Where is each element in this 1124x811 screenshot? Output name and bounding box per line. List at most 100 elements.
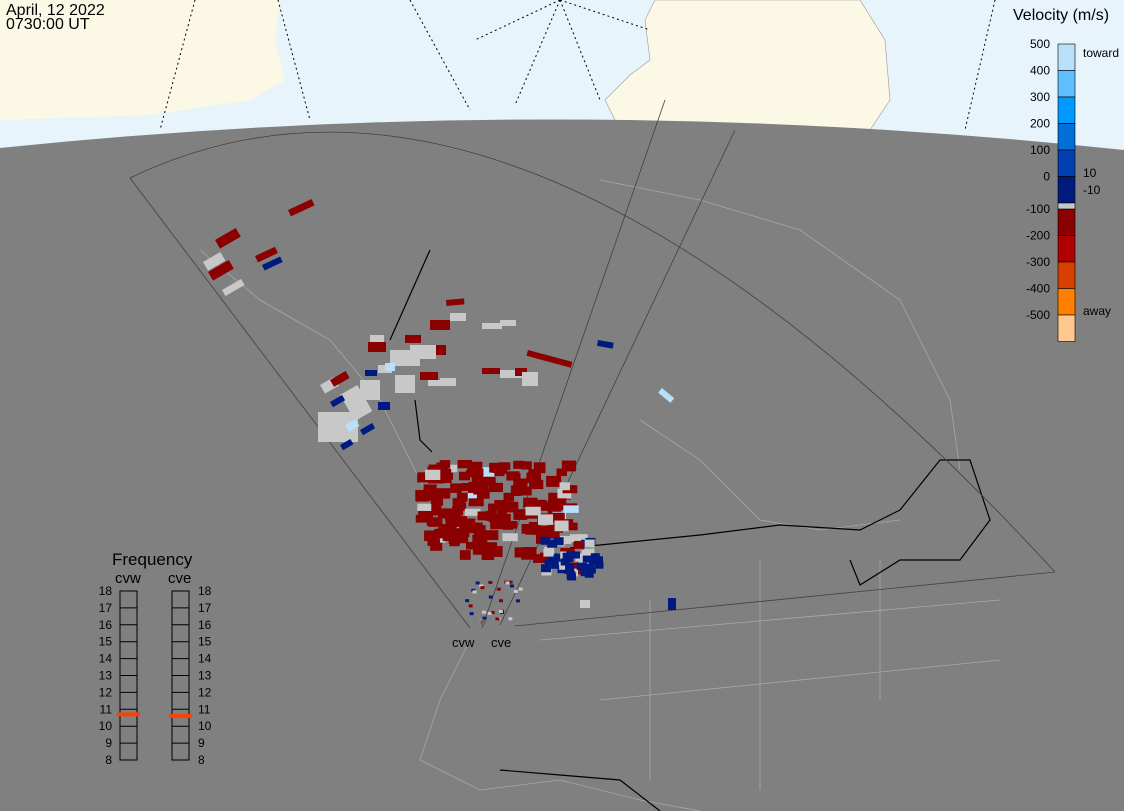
velocity-cell xyxy=(436,488,451,499)
velocity-cell xyxy=(668,598,676,610)
velocity-cell xyxy=(500,320,516,326)
velocity-cell xyxy=(573,540,584,549)
velocity-cell xyxy=(468,522,483,534)
velocity-cell xyxy=(577,534,588,543)
velocity-cell xyxy=(479,584,484,588)
velocity-cell xyxy=(405,335,421,343)
velocity-cell xyxy=(518,587,523,591)
coastlines xyxy=(199,179,1001,811)
frequency-tick-label: 13 xyxy=(198,669,212,683)
frequency-tick-label: 10 xyxy=(99,719,113,733)
frequency-tick-label: 17 xyxy=(99,601,113,615)
velocity-cell xyxy=(370,335,384,343)
velocity-cell xyxy=(430,543,443,551)
radar-label-cvw: cvw xyxy=(452,635,475,650)
velocity-tick-label: 500 xyxy=(1030,37,1050,51)
velocity-cell xyxy=(481,610,486,614)
threshold-neg-label: -10 xyxy=(1083,183,1101,197)
velocity-cell xyxy=(569,534,580,543)
velocity-color-segment xyxy=(1057,235,1076,263)
velocity-cell xyxy=(501,520,518,529)
velocity-cell xyxy=(430,498,444,506)
velocity-cell xyxy=(451,528,464,539)
velocity-cell xyxy=(515,486,532,496)
velocity-cell xyxy=(423,484,437,494)
velocity-cell xyxy=(564,554,574,562)
velocity-cell xyxy=(222,279,245,297)
frequency-tick-label: 10 xyxy=(198,719,212,733)
velocity-cell xyxy=(547,539,558,548)
velocity-cell xyxy=(521,551,534,560)
velocity-cell xyxy=(559,535,572,545)
velocity-color-segment xyxy=(1057,149,1076,177)
velocity-cell xyxy=(510,485,522,496)
velocity-cell xyxy=(509,584,514,588)
frequency-tick-label: 8 xyxy=(105,753,112,767)
velocity-tick-label: -500 xyxy=(1026,308,1050,322)
velocity-cell xyxy=(508,580,513,584)
velocity-cell xyxy=(554,520,569,532)
velocity-cell xyxy=(215,228,241,249)
velocity-legend: Velocity (m/s) 500 400 300 200 100 0 -100 -200 -… xyxy=(1013,7,1119,342)
velocity-color-segment xyxy=(1057,176,1076,204)
frequency-tick-label: 11 xyxy=(100,702,113,716)
velocity-cell xyxy=(330,395,346,408)
velocity-cell xyxy=(360,380,380,400)
velocity-tick-label: -300 xyxy=(1026,255,1050,269)
velocity-cell xyxy=(461,483,475,491)
frequency-radar-cve: cve xyxy=(168,570,191,587)
velocity-cell xyxy=(553,537,564,546)
velocity-cell xyxy=(428,488,443,500)
velocity-cell xyxy=(420,372,438,380)
velocity-tick-label: 100 xyxy=(1030,143,1050,157)
velocity-cell xyxy=(488,595,493,599)
velocity-cell xyxy=(487,611,492,615)
velocity-cell xyxy=(484,542,498,551)
frequency-tick-label: 15 xyxy=(99,635,113,649)
frequency-tick-label: 9 xyxy=(105,736,112,750)
velocity-cell xyxy=(534,499,546,511)
velocity-cell xyxy=(473,483,489,495)
frequency-title: Frequency xyxy=(112,550,193,569)
velocity-cell xyxy=(559,482,570,491)
velocity-cell xyxy=(515,599,520,603)
velocity-cell xyxy=(505,501,519,513)
velocity-cell xyxy=(526,350,573,368)
velocity-cell xyxy=(329,371,350,387)
velocity-cell xyxy=(469,612,474,616)
velocity-color-segment xyxy=(1057,314,1076,342)
velocity-cell xyxy=(550,512,565,522)
velocity-cell xyxy=(453,502,467,511)
velocity-cell xyxy=(442,508,458,519)
velocity-cells xyxy=(202,199,676,623)
velocity-cell xyxy=(552,553,563,562)
velocity-cell xyxy=(482,368,500,374)
velocity-cell xyxy=(458,526,470,538)
velocity-cell xyxy=(489,462,504,473)
velocity-cell xyxy=(458,471,471,481)
velocity-cell xyxy=(485,510,497,521)
frequency-tick-label: 8 xyxy=(198,753,205,767)
velocity-cell xyxy=(471,474,484,483)
velocity-cell xyxy=(580,600,590,608)
velocity-cell xyxy=(456,492,472,502)
velocity-cell xyxy=(481,467,495,477)
velocity-cell xyxy=(468,604,473,608)
velocity-cell xyxy=(475,581,480,585)
velocity-cell xyxy=(465,599,470,603)
velocity-cell xyxy=(557,488,572,499)
velocity-cell xyxy=(481,476,496,485)
frequency-tick-label: 16 xyxy=(99,618,113,632)
velocity-cell xyxy=(465,469,478,478)
velocity-cell xyxy=(452,498,465,506)
velocity-cell xyxy=(339,385,373,421)
frequency-tick-label: 9 xyxy=(198,736,205,750)
velocity-cell xyxy=(490,610,495,614)
velocity-cell xyxy=(553,498,567,508)
velocity-legend-title: Velocity (m/s) xyxy=(1013,7,1109,24)
velocity-cell xyxy=(546,475,562,487)
velocity-cell xyxy=(565,563,575,571)
velocity-cell xyxy=(450,483,462,493)
velocity-cell xyxy=(440,378,456,386)
velocity-tick-label: -400 xyxy=(1026,282,1050,296)
